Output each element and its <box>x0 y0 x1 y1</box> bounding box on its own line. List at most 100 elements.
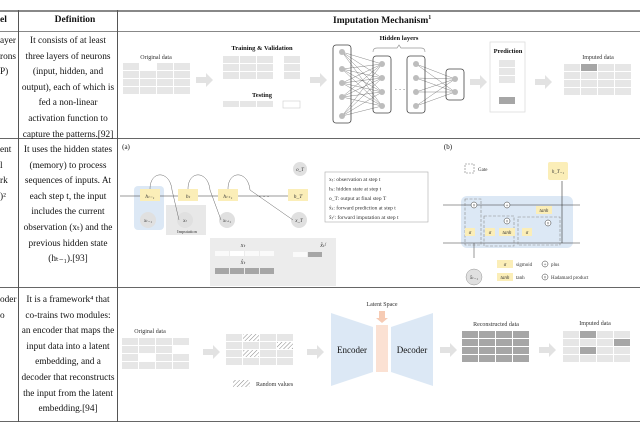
activation-label: σ <box>489 231 492 236</box>
data-cell <box>174 79 190 86</box>
definition-line: (memory) to process <box>29 160 107 171</box>
lstm-cell <box>461 196 573 248</box>
data-cell <box>462 339 478 346</box>
definition-line: the input from the latent <box>23 388 113 399</box>
data-cell <box>139 346 155 353</box>
data-cell <box>223 64 239 71</box>
operator-symbol: × <box>547 222 550 227</box>
observation-label: xₜ₊₁ <box>222 219 231 224</box>
data-cell <box>226 342 242 349</box>
hidden-state-label: hₜ₋₁ <box>145 194 154 200</box>
observation-label: x_T <box>294 219 304 224</box>
model-name-line: P) <box>0 67 9 78</box>
data-cell <box>462 347 478 354</box>
hidden-state-label: h_T <box>294 194 304 200</box>
neuron <box>339 49 345 55</box>
connection <box>341 77 383 117</box>
data-cell <box>580 339 596 346</box>
legend-symbol-text: tanh <box>516 276 525 281</box>
neuron <box>452 89 458 95</box>
gate-box <box>517 216 561 246</box>
activation-box <box>522 228 532 236</box>
decoder-shape <box>391 313 433 386</box>
observation-label: xₜ₋₁ <box>143 219 152 224</box>
data-cell <box>123 71 139 78</box>
data-cell <box>564 80 580 87</box>
data-cell <box>230 268 244 274</box>
observation-node <box>177 212 193 228</box>
output-label: o_T <box>296 168 305 173</box>
data-cell <box>277 358 293 365</box>
data-cell <box>496 331 512 338</box>
activation-box <box>536 206 552 214</box>
hidden-state-label: hₜ₊₁ <box>223 194 232 200</box>
data-cell <box>580 355 596 362</box>
ellipsis: · · · <box>259 193 270 201</box>
vector-panel <box>210 238 336 286</box>
label-a: (a) <box>122 143 130 151</box>
data-cell <box>174 71 190 78</box>
definition-line: It consists of at least <box>30 36 106 46</box>
legend-symbol: σ <box>504 263 507 268</box>
data-cell <box>157 87 173 94</box>
data-cell <box>260 251 274 256</box>
definition-line: activation function to <box>28 114 108 124</box>
model-name-line: ent <box>0 145 12 155</box>
data-cell <box>308 252 322 257</box>
gate-legend-icon <box>464 163 475 174</box>
definition-line: decoder that reconstructs <box>21 373 115 383</box>
definition-line: co-trains two modules: <box>25 310 111 321</box>
activation-label: σ <box>526 231 529 236</box>
observation-node <box>219 212 235 228</box>
data-cell <box>563 331 579 338</box>
connection <box>341 51 383 107</box>
data-cell <box>240 101 256 107</box>
data-cell <box>580 331 596 338</box>
data-cell <box>122 346 138 353</box>
label-imputed-data: Imputed data <box>579 321 611 327</box>
data-cell <box>462 331 478 338</box>
definition-line: observation (xₜ) and the <box>23 223 113 233</box>
legend-item: o_T: output at final step T <box>329 195 387 202</box>
definition-line: fed a non-linear <box>38 98 98 109</box>
definition-line: capture the patterns.[92] <box>22 129 114 140</box>
connection <box>415 78 456 93</box>
data-cell <box>580 347 596 354</box>
definition-line: (input, hidden, and <box>32 67 104 78</box>
label-hidden-layers: Hidden layers <box>380 35 419 42</box>
model-name-line: rk <box>0 176 8 187</box>
data-cell <box>243 350 259 357</box>
connection <box>341 63 383 70</box>
connection <box>341 91 383 117</box>
legend-item: hₜ: hidden state at step t <box>329 187 382 193</box>
activation-label: tanh <box>540 209 549 214</box>
connection <box>415 77 456 93</box>
column-divider <box>117 10 118 422</box>
data-cell <box>615 72 631 79</box>
operator-node <box>470 201 478 209</box>
data-cell <box>277 350 293 357</box>
empty-cell <box>282 100 301 109</box>
label-testing: Testing <box>252 92 273 99</box>
data-cell <box>597 331 613 338</box>
data-cell <box>226 358 242 365</box>
neuron <box>339 66 345 72</box>
legend-symbol: tanh <box>501 276 510 281</box>
activation-box <box>465 228 475 236</box>
connection <box>341 105 383 117</box>
random-legend-swatch <box>233 380 250 387</box>
data-cell <box>257 72 273 79</box>
data-cell <box>563 355 579 362</box>
connection <box>415 77 456 80</box>
latent-bar <box>376 325 388 372</box>
legend-box <box>324 171 429 223</box>
label-imputed-data: Imputed data <box>582 55 614 61</box>
connection <box>415 63 456 93</box>
arrow-icon <box>535 75 552 89</box>
data-cell <box>240 72 256 79</box>
data-cell <box>240 56 256 63</box>
layer-box <box>445 68 465 101</box>
data-cell <box>260 342 276 349</box>
footnote-mark: 1 <box>428 15 432 21</box>
